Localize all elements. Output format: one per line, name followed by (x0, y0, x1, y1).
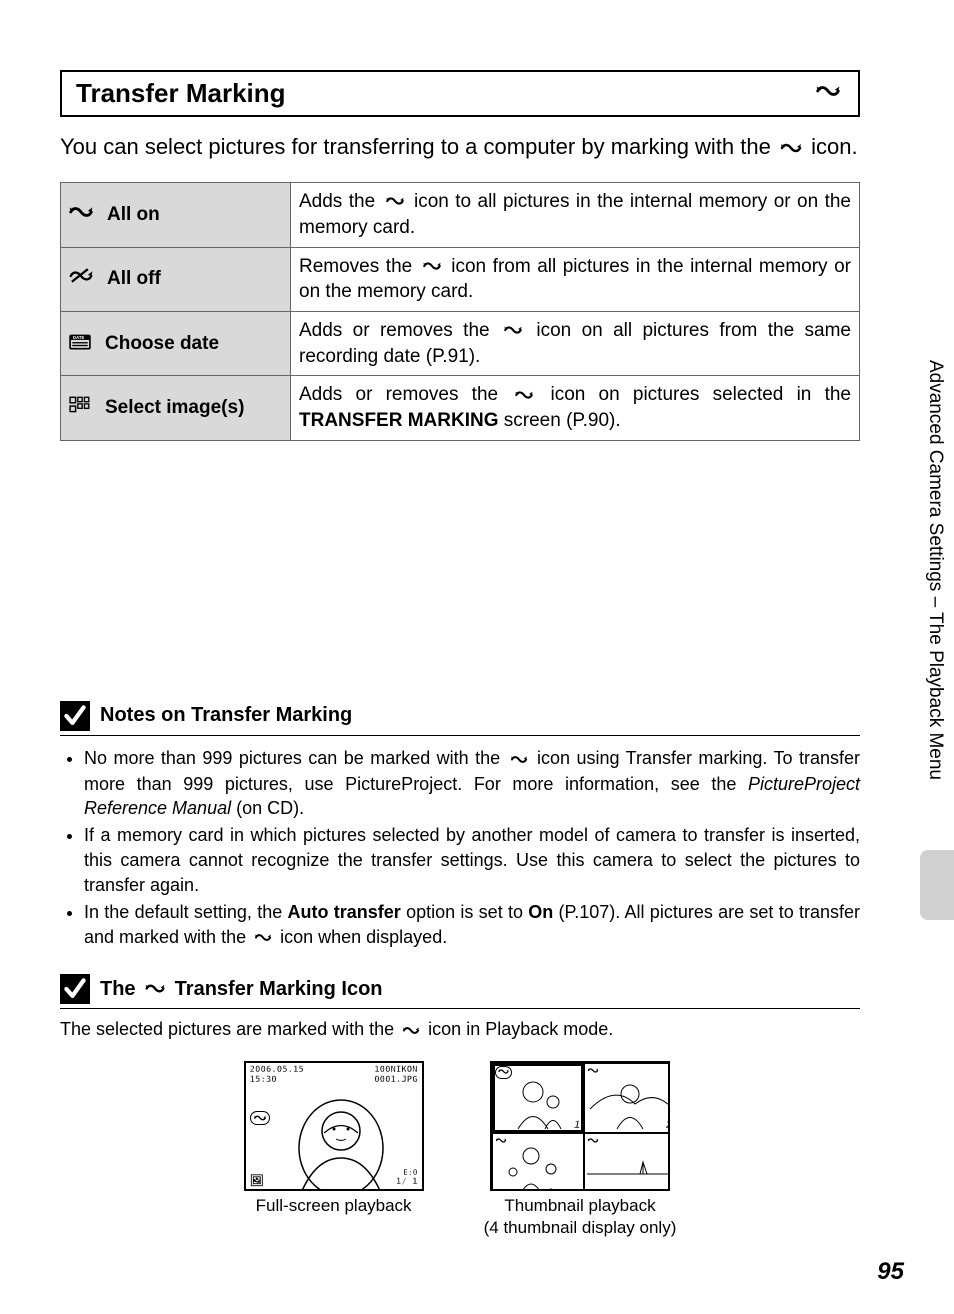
transfer-icon (814, 83, 842, 104)
fullscreen-illustration: 2006.05.15 15:30 100NIKON 0001.JPG (244, 1061, 424, 1191)
option-label: All on (107, 204, 160, 226)
thumb-tab (920, 850, 954, 920)
option-desc: Adds or removes the icon on all pictures… (291, 312, 860, 376)
check-badge-icon (60, 701, 90, 731)
option-label: Choose date (105, 333, 219, 355)
fs-voice: E:0 (396, 1168, 418, 1177)
option-desc: Removes the icon from all pictures in th… (291, 247, 860, 311)
transfer-icon (495, 1066, 512, 1079)
side-tab: Advanced Camera Settings – The Playback … (916, 300, 954, 840)
table-row: Select image(s) Adds or removes the icon… (61, 376, 860, 440)
option-cell: Choose date (61, 312, 291, 376)
examples-row: 2006.05.15 15:30 100NIKON 0001.JPG (60, 1061, 860, 1239)
notes-heading-row: Notes on Transfer Marking (60, 701, 860, 736)
fs-counter: 1/ 1 (396, 1177, 418, 1187)
thumb-number: 2 (666, 1119, 670, 1131)
option-desc: Adds or removes the icon on pictures sel… (291, 376, 860, 440)
transfer-off-icon (69, 268, 93, 290)
notes-list: No more than 999 pictures can be marked … (60, 746, 860, 950)
transfer-icon (253, 925, 273, 950)
transfer-icon (421, 254, 443, 280)
option-label: All off (107, 268, 161, 290)
table-row: All on Adds the icon to all pictures in … (61, 183, 860, 247)
transfer-icon (401, 1020, 421, 1041)
list-item: No more than 999 pictures can be marked … (84, 746, 860, 821)
icon-heading-row: The Transfer Marking Icon (60, 974, 860, 1009)
table-row: All off Removes the icon from all pictur… (61, 247, 860, 311)
option-cell: Select image(s) (61, 376, 291, 440)
transfer-icon (509, 747, 529, 772)
transfer-icon (779, 132, 803, 164)
transfer-icon (495, 1136, 507, 1147)
thumb-number: 3 (574, 1189, 580, 1191)
icon-heading: The Transfer Marking Icon (100, 978, 383, 1001)
thumbnail-example: 1 2 3 4 (484, 1061, 677, 1239)
list-item: If a memory card in which pictures selec… (84, 823, 860, 897)
section-heading: Transfer Marking (76, 78, 286, 109)
thumb-cell: 2 (584, 1063, 670, 1133)
fullscreen-caption: Full-screen playback (256, 1195, 412, 1217)
transfer-icon (502, 318, 524, 344)
thumb-number: 4 (666, 1189, 670, 1191)
section-heading-box: Transfer Marking (60, 70, 860, 117)
option-cell: All on (61, 183, 291, 247)
transfer-icon (587, 1136, 599, 1147)
option-desc: Adds the icon to all pictures in the int… (291, 183, 860, 247)
option-label: Select image(s) (105, 397, 244, 419)
thumbnail-illustration: 1 2 3 4 (490, 1061, 670, 1191)
transfer-icon (513, 383, 535, 409)
intro-text-post: icon. (811, 134, 857, 159)
thumb-cell: 3 (492, 1133, 584, 1191)
transfer-icon (384, 189, 406, 215)
options-table: All on Adds the icon to all pictures in … (60, 182, 860, 441)
grid-icon (69, 396, 91, 420)
thumbnail-caption: Thumbnail playback (4 thumbnail display … (484, 1195, 677, 1239)
fullscreen-example: 2006.05.15 15:30 100NIKON 0001.JPG (244, 1061, 424, 1239)
page-number: 95 (877, 1258, 904, 1286)
intro-text-pre: You can select pictures for transferring… (60, 134, 777, 159)
transfer-icon (587, 1066, 599, 1077)
notes-heading: Notes on Transfer Marking (100, 704, 352, 727)
list-item: In the default setting, the Auto transfe… (84, 900, 860, 950)
option-cell: All off (61, 247, 291, 311)
mode-icon: 🖼 (250, 1174, 264, 1187)
selected-text: The selected pictures are marked with th… (60, 1019, 860, 1041)
table-row: Choose date Adds or removes the icon on … (61, 312, 860, 376)
thumb-cell: 4 (584, 1133, 670, 1191)
intro-paragraph: You can select pictures for transferring… (60, 131, 860, 164)
thumb-number: 1 (574, 1119, 580, 1131)
transfer-icon (69, 204, 93, 226)
thumb-cell: 1 (492, 1063, 584, 1133)
side-tab-label: Advanced Camera Settings – The Playback … (924, 360, 946, 780)
transfer-icon (143, 978, 167, 1001)
date-icon (69, 332, 91, 356)
check-badge-icon (60, 974, 90, 1004)
